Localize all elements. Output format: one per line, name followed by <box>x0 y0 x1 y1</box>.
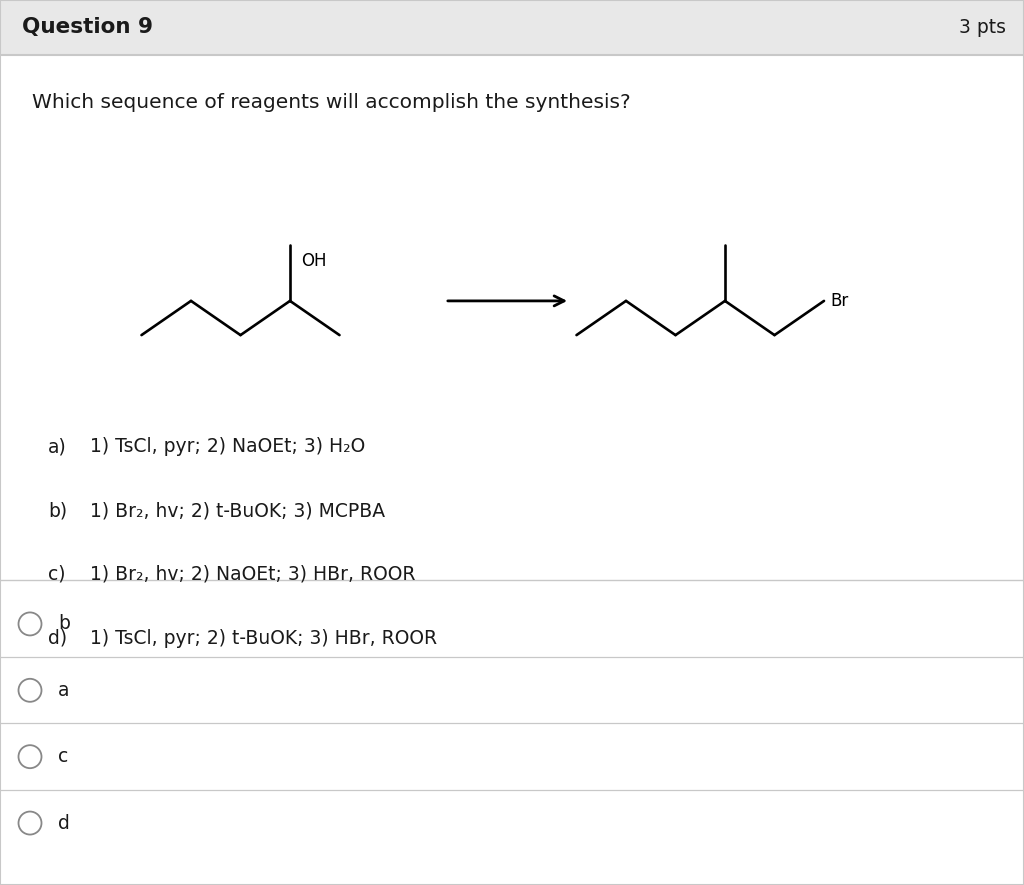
Text: a): a) <box>48 437 67 457</box>
Text: Question 9: Question 9 <box>22 18 153 37</box>
Text: Br: Br <box>830 292 849 310</box>
Text: 1) Br₂, hv; 2) t-BuOK; 3) MCPBA: 1) Br₂, hv; 2) t-BuOK; 3) MCPBA <box>90 501 385 520</box>
Text: 1) TsCl, pyr; 2) NaOEt; 3) H₂O: 1) TsCl, pyr; 2) NaOEt; 3) H₂O <box>90 437 366 457</box>
Text: a: a <box>58 681 70 700</box>
Text: d): d) <box>48 628 68 648</box>
Text: OH: OH <box>301 252 327 270</box>
Text: d: d <box>58 813 70 833</box>
Text: 1) TsCl, pyr; 2) t-BuOK; 3) HBr, ROOR: 1) TsCl, pyr; 2) t-BuOK; 3) HBr, ROOR <box>90 628 437 648</box>
Text: b: b <box>58 614 70 634</box>
Text: 1) Br₂, hv; 2) NaOEt; 3) HBr, ROOR: 1) Br₂, hv; 2) NaOEt; 3) HBr, ROOR <box>90 565 416 584</box>
FancyBboxPatch shape <box>0 0 1024 55</box>
Text: 3 pts: 3 pts <box>959 18 1006 37</box>
Text: c: c <box>58 747 69 766</box>
Text: b): b) <box>48 501 68 520</box>
Text: c): c) <box>48 565 66 584</box>
Text: Which sequence of reagents will accomplish the synthesis?: Which sequence of reagents will accompli… <box>32 93 631 112</box>
